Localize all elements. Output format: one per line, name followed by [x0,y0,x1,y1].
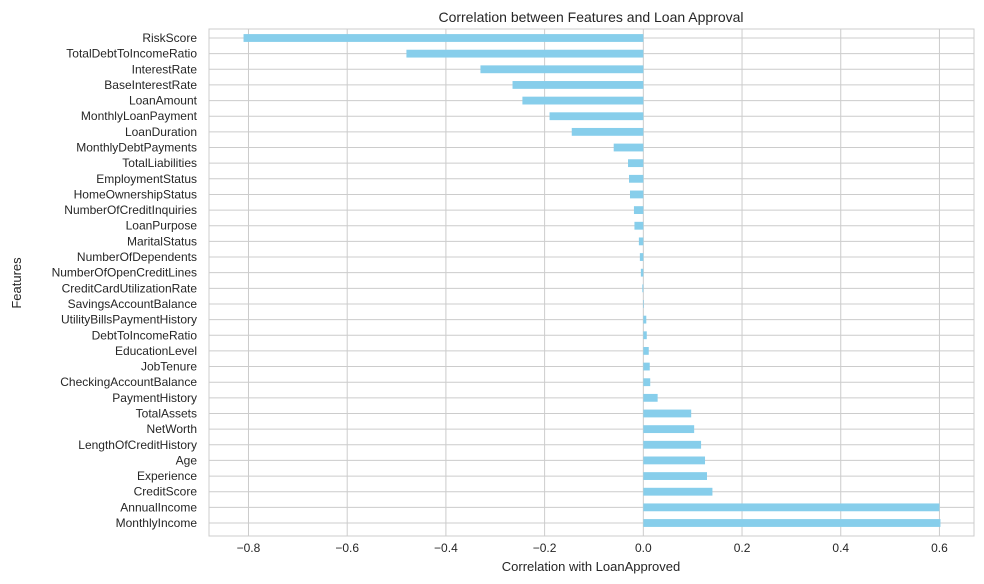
y-tick-label: MaritalStatus [127,234,197,248]
x-tick-label: −0.4 [434,541,458,555]
bar [629,190,644,199]
x-tick-label: −0.6 [335,541,359,555]
x-tick-label: −0.2 [533,541,557,555]
y-tick-label: EmploymentStatus [96,172,197,186]
chart-title: Correlation between Features and Loan Ap… [438,9,743,25]
bar [628,159,644,168]
x-tick-label: 0.2 [734,541,751,555]
bar [643,487,713,496]
bar [643,425,695,434]
y-tick-label: Experience [137,469,197,483]
bar [643,440,702,449]
plot-frame [208,28,975,537]
y-tick-label: SavingsAccountBalance [68,297,198,311]
y-tick-label: CreditCardUtilizationRate [62,281,198,295]
bar [643,503,940,512]
x-tick-label: −0.8 [237,541,261,555]
y-tick-label: LoanAmount [129,94,198,108]
bar [549,112,644,121]
bar [643,519,941,527]
bar [643,378,651,387]
y-tick-label: UtilityBillsPaymentHistory [61,313,197,327]
bar [643,472,707,480]
bar [571,127,644,136]
bars [243,34,941,527]
bar [629,174,644,183]
y-tick-label: MonthlyIncome [116,516,198,530]
y-tick-label: RiskScore [142,31,197,45]
y-tick-label: InterestRate [132,62,198,76]
x-tick-label: 0.0 [635,541,652,555]
y-tick-label: MonthlyLoanPayment [81,109,198,123]
y-tick-label: DebtToIncomeRatio [92,328,198,342]
bar [480,65,644,74]
x-tick-label: 0.6 [931,541,948,555]
bar [642,284,644,293]
y-tick-label: TotalDebtToIncomeRatio [66,47,197,61]
y-tick-label: NumberOfOpenCreditLines [52,266,197,280]
y-tick-label: CreditScore [134,485,198,499]
bar [643,346,649,355]
y-tick-label: NetWorth [147,422,197,436]
bar [406,49,644,58]
bar [633,206,644,215]
bar [243,34,644,42]
y-tick-label: LoanPurpose [126,219,198,233]
y-tick-label: TotalLiabilities [122,156,197,170]
y-tick-label: MonthlyDebtPayments [76,141,197,155]
x-axis-label: Correlation with LoanApproved [502,559,681,574]
bar [643,331,647,340]
y-tick-label: NumberOfDependents [77,250,197,264]
bar [643,300,644,308]
y-tick-label: HomeOwnershipStatus [74,187,197,201]
bar [638,237,644,246]
bar [613,143,644,152]
bar [643,456,706,465]
bar [643,393,658,402]
y-tick-label: BaseInterestRate [104,78,197,92]
y-tick-label: NumberOfCreditInquiries [64,203,197,217]
bar [522,96,644,105]
y-tick-label: AnnualIncome [120,500,197,514]
bar [643,409,692,418]
y-tick-label: LengthOfCreditHistory [78,438,197,452]
y-tick-label: CheckingAccountBalance [60,375,197,389]
y-tick-label: TotalAssets [136,406,197,420]
bar [639,253,644,261]
x-tick-label: 0.4 [832,541,849,555]
y-axis-label: Features [9,257,24,309]
x-tick-labels: −0.8 −0.6 −0.4 −0.2 0.0 0.2 0.4 0.6 [237,541,948,555]
bar [512,81,644,89]
bar [643,315,647,324]
y-tick-label: LoanDuration [125,125,197,139]
y-tick-labels: RiskScore TotalDebtToIncomeRatioInterestR… [52,31,198,530]
y-tick-label: Age [176,453,198,467]
y-tick-label: JobTenure [141,360,197,374]
bar [640,268,644,277]
y-tick-label: PaymentHistory [112,391,197,405]
bar [634,221,644,230]
bar [643,362,650,371]
y-tick-label: EducationLevel [115,344,197,358]
